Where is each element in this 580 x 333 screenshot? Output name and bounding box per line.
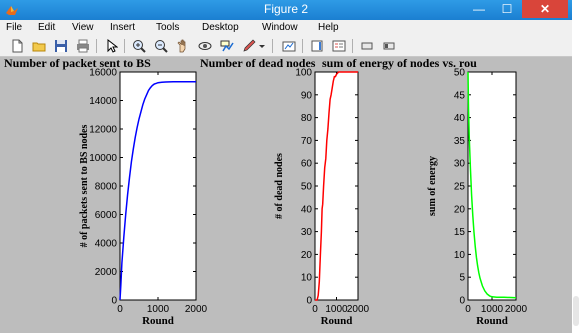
toolbar-separator	[124, 39, 125, 53]
toolbar-separator	[272, 39, 273, 53]
rotate-3d-icon[interactable]	[198, 39, 212, 53]
scroll-handle[interactable]	[573, 296, 579, 326]
plot1-axes	[119, 71, 197, 301]
plot3-ytick-label: 50	[454, 68, 466, 79]
menu-view[interactable]: View	[72, 22, 94, 33]
menu-bar: File Edit View Insert Tools Desktop Wind…	[0, 20, 572, 36]
zoom-in-icon[interactable]	[132, 39, 146, 53]
plot3-xtick-label: 2000	[505, 304, 528, 315]
plot3-ytick-label: 0	[459, 296, 465, 307]
plot2-axes	[314, 71, 359, 301]
plot2-series-line	[315, 71, 358, 301]
plot2-xtick-label: 0	[312, 304, 318, 315]
plot1-series-line	[119, 80, 196, 301]
menu-edit[interactable]: Edit	[38, 22, 56, 33]
title-bar[interactable]: Figure 2 — ☐ ✕	[0, 0, 572, 20]
pointer-icon[interactable]	[104, 39, 118, 53]
link-plot-icon[interactable]	[282, 39, 296, 53]
menu-desktop[interactable]: Desktop	[202, 22, 239, 33]
plot3-xtick-label: 1000	[481, 304, 504, 315]
plot1-ytick-label: 0	[111, 296, 117, 307]
show-plot-tools-icon[interactable]	[382, 39, 396, 53]
plot1-xtick-label: 0	[117, 304, 123, 315]
menu-tools[interactable]: Tools	[156, 22, 180, 33]
plot3-title: sum of energy of nodes vs. rou	[322, 57, 477, 70]
hide-plot-tools-icon[interactable]	[360, 39, 374, 53]
figure-canvas[interactable]: 0 2000 4000 6000 8000 10000 12000 14000 16000 0 10…	[0, 57, 572, 333]
zoom-out-icon[interactable]	[154, 39, 168, 53]
plot1-ytick-label: 4000	[95, 239, 118, 250]
plot1-ytick-label: 12000	[89, 125, 117, 136]
minimize-button[interactable]: —	[473, 2, 485, 16]
plot1-ytick-label: 14000	[89, 96, 117, 107]
menu-help[interactable]: Help	[318, 22, 339, 33]
plot3-xtick-label: 0	[465, 304, 471, 315]
plot3-ylabel: sum of energy	[427, 156, 438, 216]
plot1-ytick-label: 6000	[95, 210, 118, 221]
plot2-ytick-label: 30	[301, 227, 313, 238]
plot2-ytick-label: 70	[301, 136, 313, 147]
plot2-ylabel: # of dead nodes	[274, 153, 285, 219]
plot1-ytick-label: 8000	[95, 182, 118, 193]
plot2-ytick-label: 80	[301, 113, 313, 124]
brush-icon[interactable]	[242, 39, 256, 53]
menu-file[interactable]: File	[6, 22, 23, 33]
plot3-ytick-label: 15	[454, 227, 466, 238]
legend-icon[interactable]	[332, 39, 346, 53]
plot2-ytick-label: 50	[301, 182, 313, 193]
maximize-button[interactable]: ☐	[501, 2, 513, 16]
figure-toolbar	[0, 36, 572, 57]
open-file-icon[interactable]	[32, 39, 46, 53]
plot2-xtick-label: 2000	[347, 304, 370, 315]
menu-window[interactable]: Window	[262, 22, 298, 33]
plot2-ytick-label: 60	[301, 159, 313, 170]
matlab-app-icon	[6, 6, 18, 15]
new-figure-icon[interactable]	[10, 39, 24, 53]
toolbar-separator	[352, 39, 353, 53]
plot1-xtick-label: 1000	[147, 304, 170, 315]
plot2-title: Number of dead nodes	[200, 57, 316, 70]
plot3-ytick-label: 45	[454, 90, 466, 101]
plot3-ytick-label: 35	[454, 136, 466, 147]
save-icon[interactable]	[54, 39, 68, 53]
plot1-ylabel: # of packets sent to BS nodes	[79, 125, 90, 248]
plot1-ytick-label: 10000	[89, 153, 117, 164]
plot1-ytick-label: 16000	[89, 68, 117, 79]
dropdown-arrow-icon[interactable]	[258, 39, 266, 53]
plot3-ytick-label: 25	[454, 182, 466, 193]
toolbar-separator	[302, 39, 303, 53]
plot2-ytick-label: 0	[306, 296, 312, 307]
data-cursor-icon[interactable]	[220, 39, 234, 53]
plot3-series-line	[467, 71, 517, 299]
close-button[interactable]: ✕	[522, 0, 568, 18]
colorbar-icon[interactable]	[310, 39, 324, 53]
plot2-ytick-label: 100	[295, 68, 312, 79]
toolbar-separator	[96, 39, 97, 53]
plot1-xtick-label: 2000	[185, 304, 208, 315]
plot1-xlabel: Round	[142, 315, 174, 327]
plot3-axes	[467, 71, 517, 301]
plot1-ytick-label: 2000	[95, 267, 118, 278]
menu-insert[interactable]: Insert	[110, 22, 136, 33]
plot2-ytick-label: 40	[301, 204, 313, 215]
plot2-xtick-label: 1000	[325, 304, 348, 315]
plot2-xlabel: Round	[321, 315, 353, 327]
pan-icon[interactable]	[176, 39, 190, 53]
plot3-ytick-label: 10	[454, 250, 466, 261]
plot1-title: Number of packet sent to BS	[4, 57, 151, 70]
plot3-ytick-label: 5	[459, 273, 465, 284]
print-icon[interactable]	[76, 39, 90, 53]
plot3-xlabel: Round	[476, 315, 508, 327]
plot2-ytick-label: 10	[301, 273, 313, 284]
plot3-ytick-label: 20	[454, 204, 466, 215]
plot2-ytick-label: 90	[301, 90, 313, 101]
plot3-ytick-label: 40	[454, 113, 466, 124]
plot3-ytick-label: 30	[454, 159, 466, 170]
plot2-ytick-label: 20	[301, 250, 313, 261]
window-title: Figure 2	[263, 2, 309, 16]
